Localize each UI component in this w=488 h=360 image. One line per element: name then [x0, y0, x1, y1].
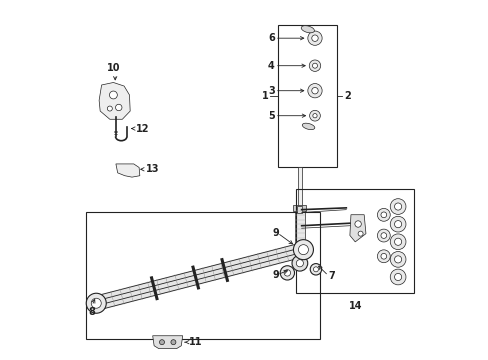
Text: 12: 12 [136, 123, 149, 134]
Polygon shape [94, 243, 305, 310]
Circle shape [291, 255, 307, 271]
Circle shape [389, 199, 405, 215]
Circle shape [309, 111, 320, 121]
Circle shape [171, 340, 176, 345]
Circle shape [394, 273, 401, 280]
Polygon shape [152, 336, 183, 348]
Circle shape [394, 203, 401, 210]
Circle shape [380, 212, 386, 218]
Circle shape [308, 60, 320, 71]
Circle shape [311, 35, 318, 41]
Circle shape [307, 84, 322, 98]
Circle shape [389, 216, 405, 232]
Text: 14: 14 [348, 301, 361, 311]
Bar [293, 205, 305, 211]
Text: 2: 2 [343, 91, 350, 101]
Circle shape [311, 87, 318, 94]
Circle shape [380, 233, 386, 238]
Circle shape [298, 245, 308, 255]
Text: 3: 3 [267, 86, 274, 96]
Text: 10: 10 [106, 63, 120, 73]
Text: 13: 13 [146, 164, 160, 174]
Ellipse shape [301, 26, 314, 33]
Circle shape [296, 260, 303, 267]
Circle shape [293, 240, 313, 260]
Polygon shape [99, 82, 130, 119]
Bar [297, 206, 301, 213]
Text: 4: 4 [267, 61, 274, 71]
Circle shape [307, 31, 322, 45]
Circle shape [312, 113, 317, 118]
Circle shape [280, 266, 294, 280]
Circle shape [109, 91, 117, 99]
Bar [294, 207, 305, 255]
Text: 9: 9 [271, 228, 278, 238]
Bar [297, 167, 302, 214]
Circle shape [377, 229, 389, 242]
Bar [296, 189, 413, 293]
Circle shape [394, 238, 401, 245]
Text: 11: 11 [189, 337, 202, 347]
Circle shape [394, 256, 401, 263]
Text: 8: 8 [88, 307, 95, 317]
Circle shape [312, 63, 317, 68]
Polygon shape [116, 164, 140, 177]
Ellipse shape [302, 123, 314, 130]
Circle shape [357, 231, 363, 236]
Circle shape [394, 221, 401, 228]
Circle shape [389, 234, 405, 249]
Circle shape [86, 293, 106, 313]
Text: 9: 9 [271, 270, 278, 280]
Bar [85, 212, 319, 339]
Circle shape [159, 340, 164, 345]
Circle shape [309, 264, 321, 275]
Circle shape [313, 267, 318, 272]
Bar [278, 24, 337, 167]
Circle shape [115, 104, 122, 111]
Circle shape [107, 106, 112, 111]
Circle shape [380, 253, 386, 259]
Circle shape [377, 250, 389, 263]
Text: 1: 1 [261, 91, 268, 101]
Polygon shape [349, 215, 365, 242]
Text: 5: 5 [267, 111, 274, 121]
Circle shape [91, 298, 101, 308]
Circle shape [389, 269, 405, 285]
Circle shape [377, 208, 389, 221]
Text: 7: 7 [328, 271, 334, 282]
Circle shape [284, 270, 290, 276]
Text: 6: 6 [267, 33, 274, 43]
Circle shape [389, 252, 405, 267]
Circle shape [354, 221, 361, 227]
